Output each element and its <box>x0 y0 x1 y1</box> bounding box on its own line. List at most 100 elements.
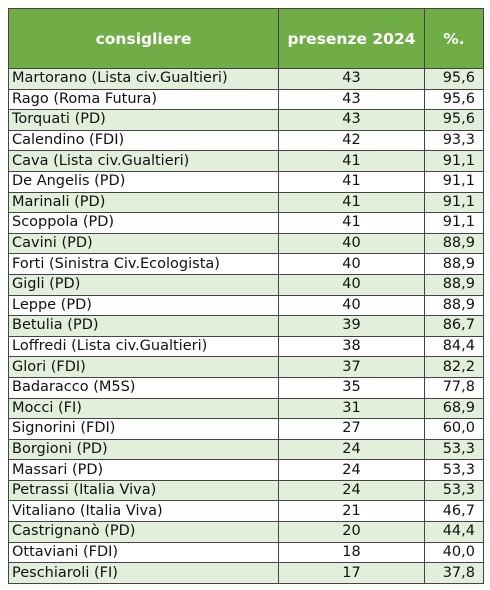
attendance-table-container: consigliere presenze 2024 %. Martorano (… <box>8 8 484 584</box>
table-row: Scoppola (PD) 41 91,1 <box>8 212 484 234</box>
cell-consigliere: Vitaliano (Italia Viva) <box>8 500 279 523</box>
cell-consigliere: Forti (Sinistra Civ.Ecologista) <box>8 253 279 275</box>
cell-consigliere: Calendino (FDI) <box>8 129 279 152</box>
cell-presenze: 40 <box>278 232 425 255</box>
table-row: Vitaliano (Italia Viva) 21 46,7 <box>8 500 484 523</box>
table-row: Ottaviani (FDI) 18 40,0 <box>8 541 484 564</box>
cell-consigliere: Rago (Roma Futura) <box>8 88 279 111</box>
table-body: Martorano (Lista civ.Gualtieri) 43 95,6 Rag… <box>8 68 484 584</box>
cell-presenze: 20 <box>278 521 425 543</box>
cell-consigliere: Martorano (Lista civ.Gualtieri) <box>8 68 279 90</box>
table-row: Rago (Roma Futura) 43 95,6 <box>8 88 484 111</box>
cell-consigliere: Castrignanò (PD) <box>8 521 279 543</box>
cell-percent: 53,3 <box>424 438 484 461</box>
cell-percent: 91,1 <box>424 212 484 234</box>
cell-percent: 88,9 <box>424 253 484 275</box>
table-row: Badaracco (M5S) 35 77,8 <box>8 376 484 399</box>
cell-percent: 88,9 <box>424 232 484 255</box>
table-row: Marinali (PD) 41 91,1 <box>8 191 484 214</box>
cell-percent: 93,3 <box>424 129 484 152</box>
cell-percent: 68,9 <box>424 397 484 420</box>
cell-consigliere: Massari (PD) <box>8 459 279 481</box>
table-row: Martorano (Lista civ.Gualtieri) 43 95,6 <box>8 68 484 90</box>
cell-consigliere: Mocci (FI) <box>8 397 279 420</box>
table-row: Torquati (PD) 43 95,6 <box>8 109 484 131</box>
cell-presenze: 24 <box>278 479 425 502</box>
cell-presenze: 40 <box>278 273 425 296</box>
cell-percent: 44,4 <box>424 521 484 543</box>
cell-percent: 46,7 <box>424 500 484 523</box>
cell-presenze: 18 <box>278 541 425 564</box>
cell-presenze: 43 <box>278 88 425 111</box>
table-row: Petrassi (Italia Viva) 24 53,3 <box>8 479 484 502</box>
cell-presenze: 27 <box>278 418 425 440</box>
table-row: Loffredi (Lista civ.Gualtieri) 38 84,4 <box>8 335 484 358</box>
cell-percent: 82,2 <box>424 356 484 378</box>
cell-presenze: 24 <box>278 438 425 461</box>
header-percent: %. <box>424 8 484 69</box>
cell-percent: 37,8 <box>424 562 484 584</box>
cell-presenze: 17 <box>278 562 425 584</box>
cell-percent: 86,7 <box>424 315 484 337</box>
cell-presenze: 39 <box>278 315 425 337</box>
header-row: consigliere presenze 2024 %. <box>8 8 484 69</box>
cell-consigliere: Betulia (PD) <box>8 315 279 337</box>
cell-presenze: 24 <box>278 459 425 481</box>
cell-consigliere: Borgioni (PD) <box>8 438 279 461</box>
cell-consigliere: Scoppola (PD) <box>8 212 279 234</box>
table-row: Gigli (PD) 40 88,9 <box>8 273 484 296</box>
cell-percent: 40,0 <box>424 541 484 564</box>
cell-presenze: 41 <box>278 170 425 193</box>
table-row: De Angelis (PD) 41 91,1 <box>8 170 484 193</box>
cell-consigliere: Cavini (PD) <box>8 232 279 255</box>
cell-percent: 53,3 <box>424 479 484 502</box>
cell-presenze: 41 <box>278 191 425 214</box>
cell-presenze: 31 <box>278 397 425 420</box>
cell-consigliere: Peschiaroli (FI) <box>8 562 279 584</box>
cell-consigliere: De Angelis (PD) <box>8 170 279 193</box>
cell-percent: 91,1 <box>424 191 484 214</box>
table-row: Forti (Sinistra Civ.Ecologista) 40 88,9 <box>8 253 484 275</box>
table-row: Cava (Lista civ.Gualtieri) 41 91,1 <box>8 150 484 172</box>
cell-percent: 95,6 <box>424 109 484 131</box>
table-header: consigliere presenze 2024 %. <box>8 8 484 69</box>
cell-consigliere: Glori (FDI) <box>8 356 279 378</box>
cell-presenze: 43 <box>278 68 425 90</box>
cell-percent: 88,9 <box>424 273 484 296</box>
cell-presenze: 43 <box>278 109 425 131</box>
table-row: Castrignanò (PD) 20 44,4 <box>8 521 484 543</box>
cell-presenze: 40 <box>278 294 425 317</box>
table-row: Mocci (FI) 31 68,9 <box>8 397 484 420</box>
table-row: Glori (FDI) 37 82,2 <box>8 356 484 378</box>
cell-percent: 91,1 <box>424 170 484 193</box>
cell-consigliere: Petrassi (Italia Viva) <box>8 479 279 502</box>
cell-percent: 53,3 <box>424 459 484 481</box>
table-row: Leppe (PD) 40 88,9 <box>8 294 484 317</box>
cell-consigliere: Marinali (PD) <box>8 191 279 214</box>
attendance-table: consigliere presenze 2024 %. Martorano (… <box>8 8 484 584</box>
cell-presenze: 40 <box>278 253 425 275</box>
table-row: Signorini (FDI) 27 60,0 <box>8 418 484 440</box>
cell-consigliere: Ottaviani (FDI) <box>8 541 279 564</box>
cell-percent: 77,8 <box>424 376 484 399</box>
cell-consigliere: Badaracco (M5S) <box>8 376 279 399</box>
cell-consigliere: Loffredi (Lista civ.Gualtieri) <box>8 335 279 358</box>
cell-presenze: 35 <box>278 376 425 399</box>
cell-consigliere: Gigli (PD) <box>8 273 279 296</box>
cell-consigliere: Torquati (PD) <box>8 109 279 131</box>
table-row: Massari (PD) 24 53,3 <box>8 459 484 481</box>
table-row: Peschiaroli (FI) 17 37,8 <box>8 562 484 584</box>
cell-presenze: 38 <box>278 335 425 358</box>
cell-percent: 95,6 <box>424 88 484 111</box>
table-row: Borgioni (PD) 24 53,3 <box>8 438 484 461</box>
cell-percent: 88,9 <box>424 294 484 317</box>
cell-percent: 91,1 <box>424 150 484 172</box>
table-row: Cavini (PD) 40 88,9 <box>8 232 484 255</box>
cell-consigliere: Leppe (PD) <box>8 294 279 317</box>
header-consigliere: consigliere <box>8 8 279 69</box>
cell-consigliere: Cava (Lista civ.Gualtieri) <box>8 150 279 172</box>
cell-presenze: 41 <box>278 150 425 172</box>
table-row: Calendino (FDI) 42 93,3 <box>8 129 484 152</box>
cell-presenze: 42 <box>278 129 425 152</box>
cell-presenze: 41 <box>278 212 425 234</box>
